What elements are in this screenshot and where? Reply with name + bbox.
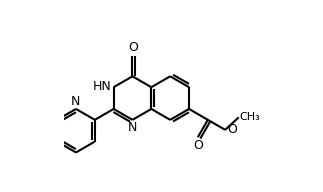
- Text: N: N: [128, 121, 138, 134]
- Text: HN: HN: [93, 80, 112, 93]
- Text: O: O: [227, 123, 237, 136]
- Text: N: N: [70, 95, 80, 108]
- Text: O: O: [193, 139, 203, 152]
- Text: O: O: [129, 41, 139, 54]
- Text: CH₃: CH₃: [240, 112, 261, 122]
